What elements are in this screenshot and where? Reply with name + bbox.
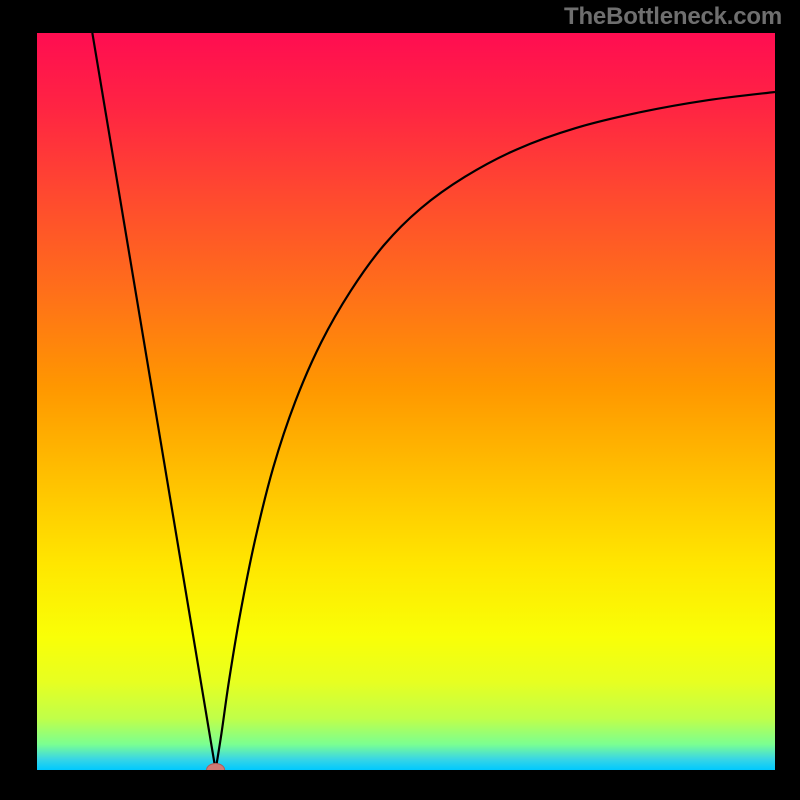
watermark-text: TheBottleneck.com xyxy=(564,3,782,31)
plot-area xyxy=(37,33,775,770)
plot-svg xyxy=(37,33,775,770)
plot-background xyxy=(37,33,775,770)
